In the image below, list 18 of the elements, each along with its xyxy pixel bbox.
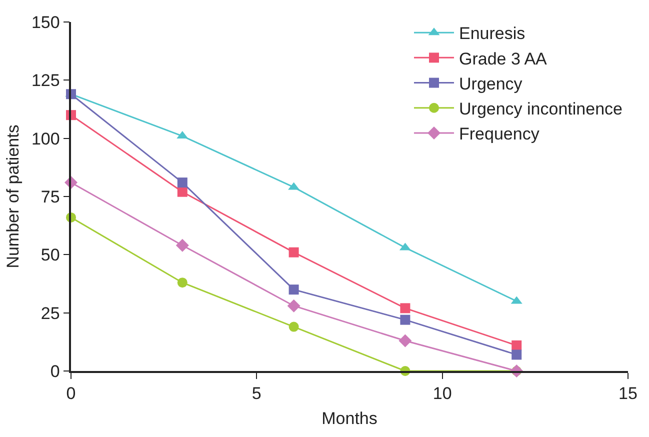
x-axis-title: Months [322,409,378,428]
x-tick-label: 5 [252,384,262,404]
legend-label: Urgency incontinence [459,100,622,118]
y-tick-label: 75 [40,187,60,206]
y-tick-label: 25 [40,304,60,323]
legend-label: Urgency [459,74,523,94]
legend-label: Enuresis [459,24,526,44]
y-axis-title: Number of patients [4,124,23,268]
legend-label: Frequency [459,124,540,144]
y-tick-label: 0 [50,362,60,381]
y-tick-label: 150 [31,12,60,32]
x-tick-label: 15 [618,384,638,404]
x-tick-label: 10 [432,384,452,404]
legend-label: Grade 3 AA [459,49,548,68]
y-tick-label: 100 [31,129,60,148]
y-tick-label: 125 [31,71,60,90]
x-tick-label: 0 [66,384,76,404]
y-tick-label: 50 [40,246,60,265]
